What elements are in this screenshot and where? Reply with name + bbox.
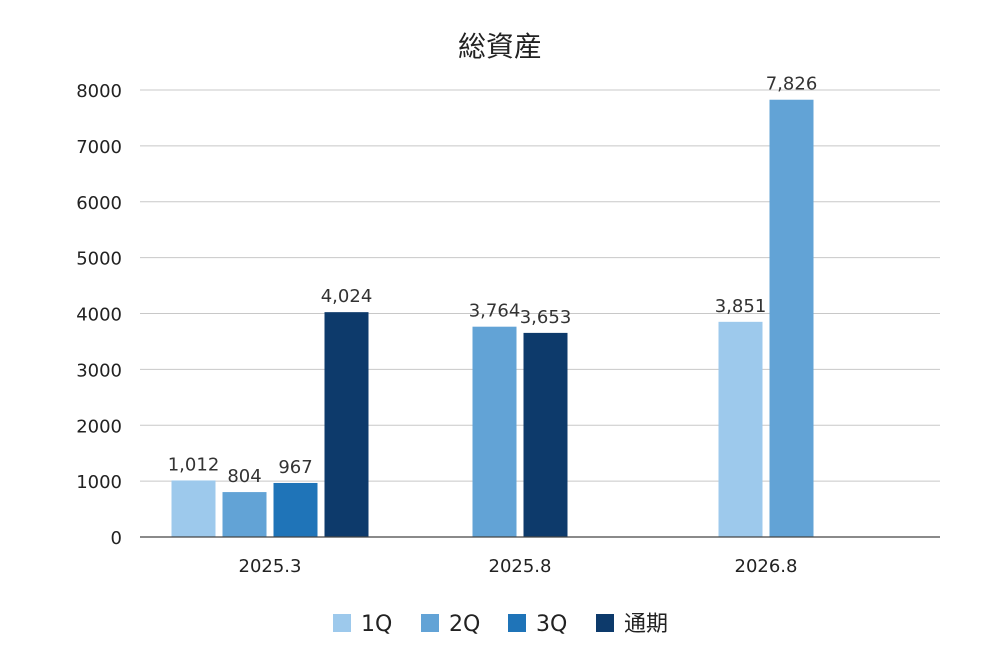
- data-labels: 1,012 804 967 4,024 3,764 3,653 3,851 7,826: [168, 74, 818, 487]
- legend-swatch: [596, 614, 614, 632]
- y-tick-label: 2000: [76, 416, 122, 437]
- data-label: 804: [227, 466, 261, 487]
- y-tick-label: 1000: [76, 472, 122, 493]
- legend-label: 2Q: [449, 612, 480, 637]
- data-label: 3,851: [715, 296, 767, 317]
- legend: 1Q 2Q 3Q 通期: [333, 612, 668, 637]
- x-axis-ticks: 2025.3 2025.8 2026.8: [239, 556, 798, 577]
- bar-2025.3-1Q: [171, 480, 216, 537]
- chart-title: 総資産: [458, 30, 542, 63]
- x-tick-label: 2025.8: [489, 556, 552, 577]
- bar-2025.8-通期: [523, 332, 568, 537]
- bar-2025.8-2Q: [472, 326, 517, 537]
- y-tick-label: 4000: [76, 305, 122, 326]
- bar-2026.8-1Q: [718, 321, 763, 537]
- y-tick-label: 3000: [76, 360, 122, 381]
- y-axis-ticks: 0 1000 2000 3000 4000 5000 6000 7000 8000: [76, 81, 122, 549]
- data-label: 3,653: [520, 307, 572, 328]
- x-tick-label: 2026.8: [735, 556, 798, 577]
- legend-label: 通期: [624, 612, 668, 637]
- bar-2025.3-3Q: [273, 482, 318, 537]
- bars: [171, 99, 814, 537]
- data-label: 7,826: [766, 74, 818, 95]
- legend-swatch: [421, 614, 439, 632]
- y-tick-label: 5000: [76, 249, 122, 270]
- legend-swatch: [508, 614, 526, 632]
- y-tick-label: 8000: [76, 81, 122, 102]
- data-label: 1,012: [168, 454, 220, 475]
- bar-2025.3-通期: [324, 312, 369, 537]
- bar-2026.8-2Q: [769, 99, 814, 537]
- y-tick-label: 6000: [76, 193, 122, 214]
- data-label: 967: [278, 457, 312, 478]
- y-tick-label: 0: [111, 528, 122, 549]
- y-tick-label: 7000: [76, 137, 122, 158]
- legend-swatch: [333, 614, 351, 632]
- bar-2025.3-2Q: [222, 492, 267, 537]
- legend-label: 3Q: [536, 612, 567, 637]
- data-label: 3,764: [469, 301, 521, 322]
- legend-label: 1Q: [361, 612, 392, 637]
- data-label: 4,024: [321, 286, 373, 307]
- x-tick-label: 2025.3: [239, 556, 302, 577]
